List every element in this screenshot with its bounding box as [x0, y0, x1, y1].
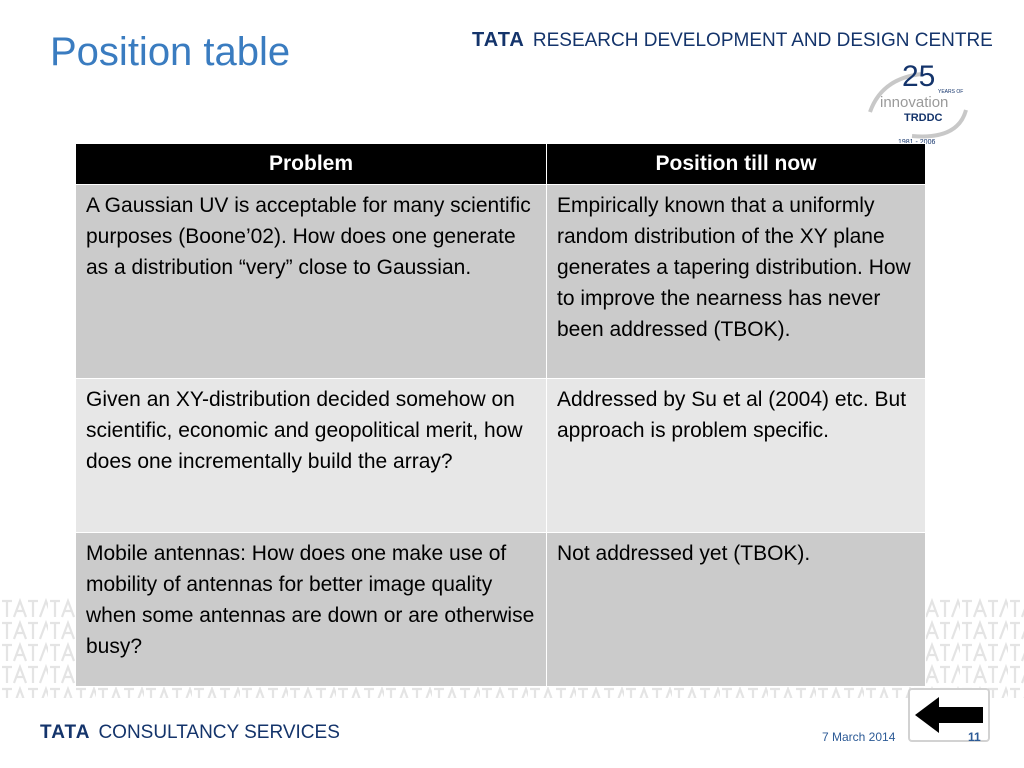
position-cell: Empirically known that a uniformly rando…	[546, 184, 926, 379]
page-number: 11	[968, 730, 981, 744]
position-table: Problem Position till now A Gaussian UV …	[75, 143, 926, 687]
back-arrow-icon[interactable]	[905, 685, 993, 745]
slide-title: Position table	[50, 30, 291, 74]
footer-tata-wordmark: TATA	[40, 722, 91, 743]
logo-years-range: 1981 - 2006	[898, 139, 935, 146]
table-row: Given an XY-distribution decided somehow…	[75, 378, 926, 533]
problem-cell: Given an XY-distribution decided somehow…	[75, 378, 547, 533]
table-row: A Gaussian UV is acceptable for many sci…	[75, 184, 926, 379]
table-header-row: Problem Position till now	[75, 143, 926, 185]
anniversary-logo: 25 YEARS OF innovation TRDDC 1981 - 2006	[868, 60, 968, 146]
slide-date: 7 March 2014	[822, 730, 896, 744]
position-cell: Addressed by Su et al (2004) etc. But ap…	[546, 378, 926, 533]
logo-trddc: TRDDC	[904, 112, 943, 124]
header-brand: TATA RESEARCH DEVELOPMENT AND DESIGN CEN…	[472, 29, 993, 52]
header-brand-name: RESEARCH DEVELOPMENT AND DESIGN CENTRE	[532, 30, 993, 51]
table-row: Mobile antennas: How does one make use o…	[75, 532, 926, 687]
logo-years-of: YEARS OF	[938, 89, 963, 95]
footer-brand: TATA CONSULTANCY SERVICES	[40, 722, 340, 744]
header-tata-wordmark: TATA	[472, 29, 525, 51]
header-position-till-now: Position till now	[546, 143, 926, 185]
footer-brand-name: CONSULTANCY SERVICES	[98, 722, 340, 743]
problem-cell: A Gaussian UV is acceptable for many sci…	[75, 184, 547, 379]
position-cell: Not addressed yet (TBOK).	[546, 532, 926, 687]
problem-cell: Mobile antennas: How does one make use o…	[75, 532, 547, 687]
header-problem: Problem	[75, 143, 547, 185]
logo-innovation: innovation	[880, 94, 948, 111]
logo-number: 25	[902, 60, 935, 93]
